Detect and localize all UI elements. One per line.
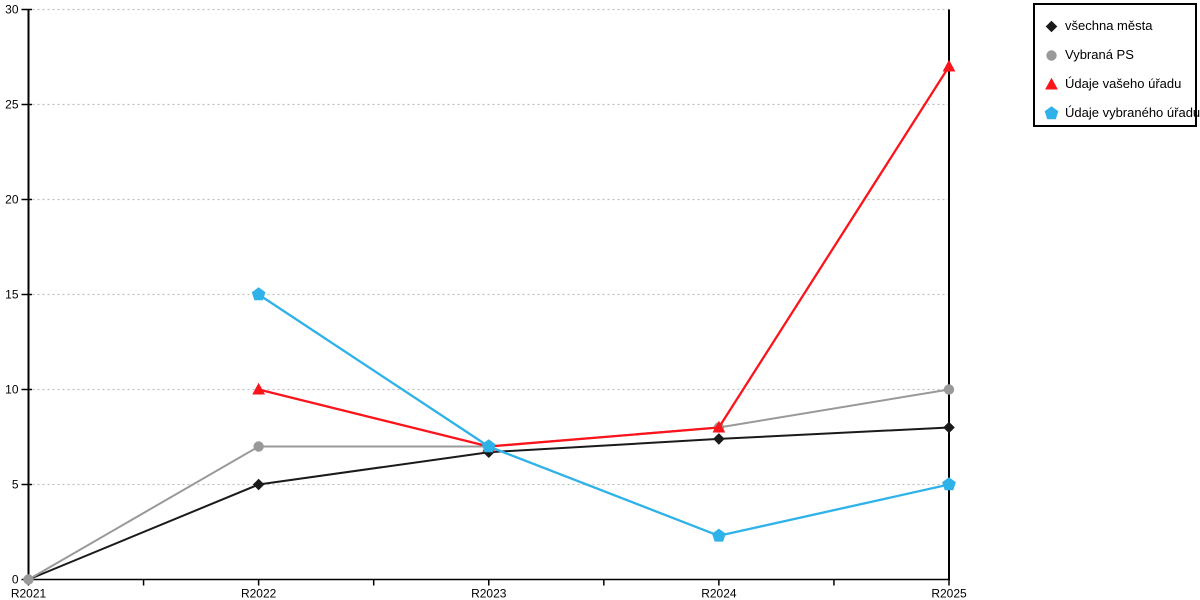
y-tick-label: 5 [12, 478, 19, 492]
data-point-3-2 [481, 439, 496, 453]
data-point-3-4 [942, 477, 956, 491]
legend-marker-pentagon-icon [1044, 105, 1059, 119]
y-tick-label: 0 [12, 573, 19, 587]
y-tick-label: 20 [5, 193, 19, 207]
x-tick-label: R2025 [931, 587, 967, 600]
legend-item: všechna města [1044, 11, 1191, 40]
data-point-1-1 [253, 441, 264, 452]
x-tick-label: R2023 [471, 587, 507, 600]
legend-item: Vybraná PS [1044, 40, 1191, 69]
data-point-3-3 [712, 528, 726, 542]
series-line-3 [257, 293, 950, 537]
y-tick-label: 10 [5, 383, 19, 397]
data-point-legend-1 [1046, 49, 1057, 61]
data-point-legend-3 [1044, 105, 1059, 119]
legend-label: všechna města [1065, 18, 1153, 33]
chart-legend: všechna města Vybraná PS Údaje vašeho úřad… [1033, 3, 1200, 127]
data-point-legend-2 [1045, 77, 1058, 89]
legend-item: Údaje vybraného úřadu [1044, 98, 1200, 127]
data-point-0-1 [252, 478, 265, 491]
legend-marker-circle-icon [1046, 49, 1057, 61]
series-line-2 [258, 65, 950, 448]
legend-label: Vybraná PS [1065, 47, 1134, 62]
legend-item: Údaje vašeho úřadu [1044, 69, 1191, 98]
data-point-2-3 [712, 420, 726, 433]
x-tick-label: R2024 [701, 587, 737, 600]
data-point-1-0 [23, 574, 34, 585]
legend-label: Údaje vašeho úřadu [1065, 76, 1182, 91]
data-point-3-1 [251, 287, 266, 301]
legend-marker-triangle-icon [1045, 77, 1058, 89]
y-tick-label: 15 [5, 288, 19, 302]
legend-marker-diamond-icon [1045, 20, 1058, 32]
x-tick-label: R2021 [11, 587, 47, 600]
data-point-0-3 [713, 433, 725, 445]
data-point-legend-0 [1045, 20, 1058, 32]
data-point-2-4 [942, 59, 956, 72]
data-point-1-4 [943, 384, 955, 395]
data-point-0-4 [943, 421, 955, 434]
x-tick-label: R2022 [241, 587, 277, 600]
legend-label: Údaje vybraného úřadu [1065, 105, 1200, 120]
y-tick-label: 30 [5, 3, 19, 17]
data-point-2-1 [252, 382, 266, 395]
y-tick-label: 25 [5, 98, 19, 112]
